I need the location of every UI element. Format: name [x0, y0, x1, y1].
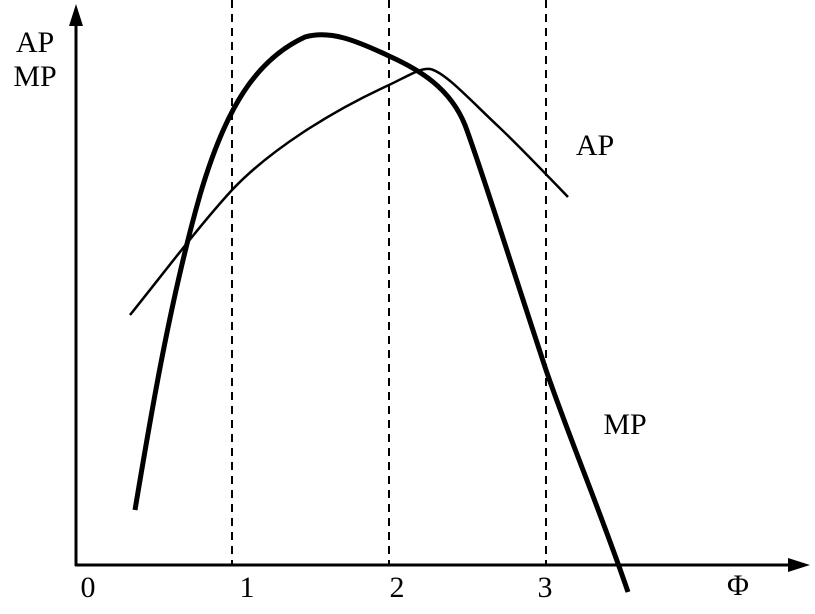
x-arrow: [788, 558, 810, 572]
curve-label: AP: [576, 129, 614, 162]
y-label: AP: [16, 26, 54, 59]
x-tick-label: 1: [240, 571, 255, 604]
mp-curve: [132, 32, 631, 593]
curve-label: MP: [603, 408, 646, 441]
x-tick-label: 3: [538, 571, 553, 604]
ap-curve: [129, 67, 569, 316]
x-label: Φ: [727, 569, 749, 602]
x-tick-label: 2: [390, 571, 405, 604]
dashed-guides: [231, 0, 547, 565]
y-label: MP: [13, 60, 56, 93]
x-tick-label: 0: [81, 571, 96, 604]
y-arrow: [69, 4, 83, 26]
